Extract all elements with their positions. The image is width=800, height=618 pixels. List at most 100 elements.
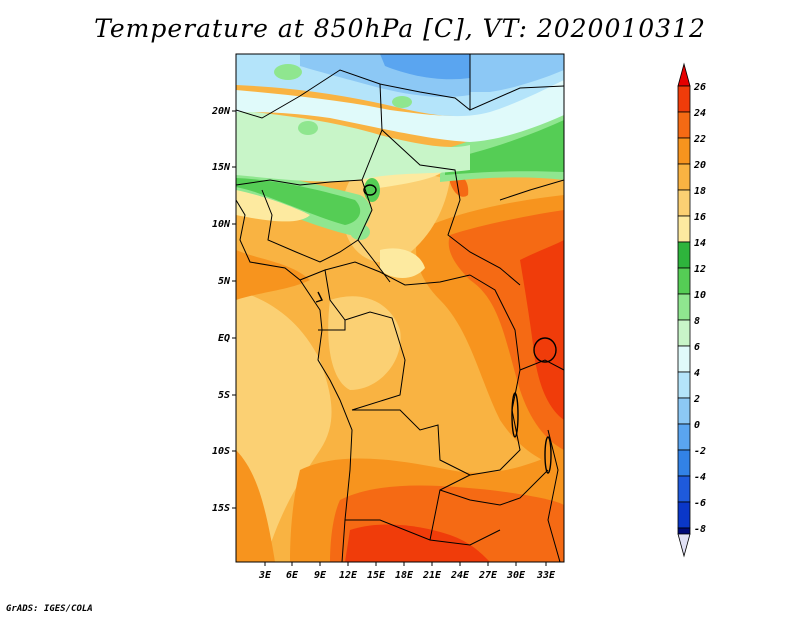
border-congo-drc: [344, 311, 406, 411]
colorbar-band: [677, 111, 691, 139]
colorbar-top-arrow: [677, 62, 691, 87]
colorbar-label: 26: [693, 82, 706, 93]
colorbar-band: [677, 449, 691, 477]
colorbar-label: 18: [694, 186, 706, 197]
lake-chad: [363, 184, 377, 196]
lat-label: 20N: [211, 106, 231, 117]
field-north-lightblue: [236, 75, 564, 142]
lat-label: 10S: [212, 446, 230, 457]
border-libya-south: [236, 69, 471, 119]
lon-label: 33E: [536, 570, 556, 581]
field-south-hot: [345, 524, 490, 562]
country-borders: [236, 54, 564, 562]
colorbar-band: [677, 527, 691, 535]
border-angola: [352, 409, 472, 541]
lake-victoria: [533, 337, 557, 363]
lon-label: 27E: [478, 570, 498, 581]
colorbar-label: 12: [694, 264, 706, 275]
border-sudan-south: [381, 129, 521, 286]
border-car: [324, 261, 471, 286]
lon-label: 3E: [258, 570, 272, 581]
colorbar-band: [677, 345, 691, 373]
border-gabon: [318, 320, 346, 331]
field-ennedi-blob: [392, 96, 412, 108]
border-nigeria: [261, 189, 359, 263]
colorbar-label: 10: [694, 290, 706, 301]
map-frame: [235, 53, 565, 563]
field-air-blob: [298, 121, 318, 135]
lon-label: 30E: [506, 570, 526, 581]
border-ethiopia: [499, 179, 564, 201]
field-cameroon-blob: [350, 224, 370, 240]
colorbar-label: 20: [693, 160, 706, 171]
border-egypt-sudan: [469, 54, 564, 111]
lat-label: EQ: [218, 333, 230, 344]
colorbar: 26 24 22 20 18 16 14 12 10 8 6 4 2 0 -2 …: [677, 62, 706, 558]
colorbar-label: 0: [694, 420, 700, 431]
lon-label: 21E: [422, 570, 442, 581]
field-darfur-blob: [364, 178, 380, 202]
lake-volta: [315, 291, 323, 303]
colorbar-band: [677, 501, 691, 529]
field-tibesti-blob: [274, 64, 302, 80]
field-sahara-yellow: [236, 190, 310, 222]
colorbar-label: -4: [694, 472, 706, 483]
map-title: Temperature at 850hPa [C], VT: 202001031…: [94, 14, 706, 43]
map-field: [236, 54, 564, 562]
border-tanzania: [519, 359, 564, 371]
colorbar-band: [677, 215, 691, 243]
colorbar-band: [677, 241, 691, 269]
longitude-labels: 3E 6E 9E 12E 15E 18E 21E 24E 27E 30E 33E: [258, 570, 556, 581]
field-east-hot: [520, 240, 564, 420]
field-north-blue-deeper: [380, 54, 470, 80]
field-north-green: [236, 178, 361, 225]
field-east-green-dark: [445, 120, 564, 175]
colorbar-band: [677, 85, 691, 113]
lake-malawi: [544, 436, 552, 474]
colorbar-band: [677, 267, 691, 295]
lat-label: 5S: [218, 390, 230, 401]
lon-label: 18E: [395, 570, 414, 581]
border-cameroon: [299, 269, 346, 321]
colorbar-label: 14: [694, 238, 706, 249]
border-namibia: [345, 519, 501, 546]
colorbar-label: 24: [693, 108, 706, 119]
colorbar-label: 22: [693, 134, 706, 145]
lat-label: 15N: [212, 162, 231, 173]
colorbar-band: [677, 475, 691, 503]
axis-ticks: [232, 110, 547, 566]
field-highland-yellow: [380, 248, 425, 279]
lat-label: 15S: [212, 503, 230, 514]
lakes: [315, 184, 557, 474]
border-mozambique: [547, 429, 561, 562]
lon-label: 15E: [367, 570, 386, 581]
border-zambia-south: [439, 469, 549, 506]
colorbar-label: 2: [693, 394, 700, 405]
border-niger-chad: [236, 179, 363, 186]
colorbar-label: 6: [694, 342, 700, 353]
lon-label: 6E: [286, 570, 299, 581]
colorbar-bottom-arrow: [677, 533, 691, 558]
lon-label: 12E: [339, 570, 358, 581]
colorbar-band: [677, 293, 691, 321]
colorbar-label: 16: [694, 212, 706, 223]
colorbar-label: -2: [694, 446, 706, 457]
grads-credit: GrADS: IGES/COLA: [6, 604, 93, 614]
lat-label: 5N: [218, 276, 231, 287]
field-north-cyan: [236, 110, 470, 182]
colorbar-band: [677, 397, 691, 425]
border-drc-east: [469, 274, 521, 476]
colorbar-band: [677, 371, 691, 399]
field-southwest-orange: [236, 450, 275, 562]
lon-label: 24E: [450, 570, 470, 581]
colorbar-band: [677, 423, 691, 451]
colorbar-label: 4: [694, 368, 700, 379]
field-north-blue-east: [470, 54, 564, 92]
lat-label: 10N: [212, 219, 231, 230]
lake-tanganyika: [511, 392, 519, 438]
colorbar-label: -8: [694, 524, 706, 535]
colorbar-band: [677, 189, 691, 217]
colorbar-label: 8: [694, 316, 700, 327]
colorbar-band: [677, 137, 691, 165]
